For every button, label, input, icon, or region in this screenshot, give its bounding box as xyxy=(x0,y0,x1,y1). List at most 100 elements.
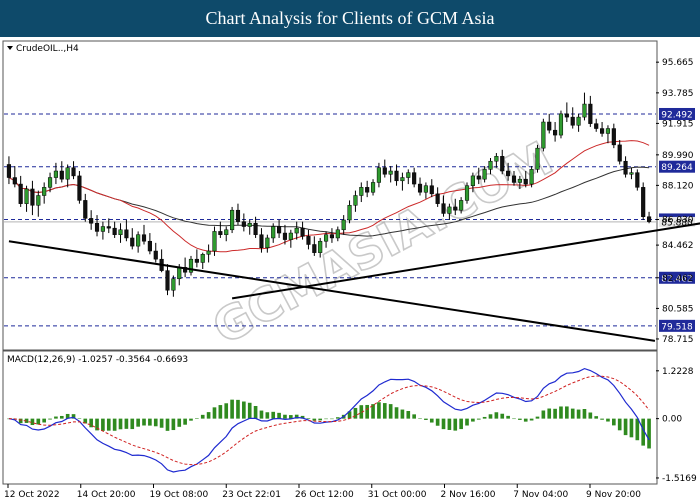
candle-body xyxy=(188,258,194,273)
candle-body xyxy=(277,226,282,234)
macd-histogram-bar xyxy=(547,408,552,419)
candle-body xyxy=(288,232,293,240)
candle-body xyxy=(106,226,111,229)
price-tick-label: 78.715 xyxy=(662,335,694,345)
candle-body xyxy=(130,237,135,247)
candle-body xyxy=(18,183,23,204)
candle-body xyxy=(541,121,546,149)
candle-body xyxy=(177,267,182,280)
price-tick-label: 86.030 xyxy=(662,216,694,226)
candle-body xyxy=(47,177,53,188)
support-trendline[interactable] xyxy=(231,150,700,300)
macd-histogram-bar xyxy=(242,401,246,419)
macd-histogram-bar xyxy=(212,407,217,419)
macd-tick-label: -1.5169 xyxy=(662,474,697,484)
macd-histogram-bar xyxy=(476,418,481,420)
macd-histogram-bar xyxy=(400,409,405,419)
candle-body xyxy=(253,223,258,235)
macd-histogram-bar xyxy=(594,416,599,419)
candle-body xyxy=(459,200,464,211)
candle-body xyxy=(83,200,88,219)
macd-histogram-bar xyxy=(382,403,387,419)
macd-histogram-bar xyxy=(189,418,193,421)
current-price-label: 85.880 xyxy=(661,218,693,228)
candle-body xyxy=(476,175,481,180)
macd-histogram-bar xyxy=(488,414,493,419)
candle-body xyxy=(124,229,129,239)
candle-body xyxy=(147,240,152,252)
macd-histogram-bar xyxy=(606,418,610,422)
time-tick-label: 14 Oct 20:00 xyxy=(77,490,136,500)
time-axis: 12 Oct 2022 14 Oct 20:00 19 Oct 08:00 23 Oc… xyxy=(4,484,641,500)
candle-body xyxy=(359,187,364,196)
macd-histogram-bar xyxy=(435,418,440,426)
level-label: 92.492 xyxy=(661,110,693,120)
candle-body xyxy=(230,209,235,231)
candle-body xyxy=(629,172,634,175)
candle-body xyxy=(370,182,376,193)
macd-histogram-bar xyxy=(171,418,176,431)
macd-indicator: 1.2228 0.00 -1.5169 xyxy=(7,367,697,484)
candle-body xyxy=(588,103,593,124)
candle-body xyxy=(329,234,335,239)
candle-body xyxy=(200,254,205,263)
macd-histogram-bar xyxy=(71,414,76,419)
price-tick-label: 80.585 xyxy=(662,304,694,314)
macd-panel[interactable] xyxy=(2,350,658,485)
resistance-trendline[interactable] xyxy=(8,240,656,342)
macd-histogram-bar xyxy=(565,406,569,419)
macd-histogram-bar xyxy=(371,404,375,419)
macd-histogram-bar xyxy=(318,418,323,421)
price-tick-label: 91.915 xyxy=(662,119,694,129)
macd-histogram-bar xyxy=(641,418,646,446)
macd-histogram-bar xyxy=(18,418,23,424)
candle-body xyxy=(417,183,423,193)
macd-histogram-bar xyxy=(283,414,287,419)
macd-histogram-bar xyxy=(165,418,170,431)
candle-body xyxy=(482,169,487,180)
price-tick-label: 84.462 xyxy=(662,241,694,251)
macd-histogram-bar xyxy=(247,402,252,419)
price-panel[interactable] xyxy=(2,40,658,351)
candle-body xyxy=(65,167,70,180)
chart-area[interactable]: GCMASIA.COM 92.49289.26486.03382.46279.5… xyxy=(0,37,700,500)
time-tick-label: 19 Oct 08:00 xyxy=(150,490,209,500)
macd-histogram-bar xyxy=(124,418,129,429)
macd-histogram-bar xyxy=(289,415,293,419)
trendlines xyxy=(8,150,700,342)
macd-histogram-bar xyxy=(118,418,123,430)
price-tick-label: 95.665 xyxy=(662,58,694,68)
macd-histogram-bar xyxy=(65,413,70,419)
collapse-triangle-icon[interactable] xyxy=(7,46,13,50)
candle-body xyxy=(547,121,552,131)
candle-body xyxy=(24,188,29,204)
candle-body xyxy=(429,185,434,195)
candle-body xyxy=(394,170,399,182)
level-tag xyxy=(659,319,695,332)
macd-histogram-bar xyxy=(112,418,117,431)
candle-body xyxy=(600,128,605,134)
candle-body xyxy=(511,175,517,183)
candle-body xyxy=(306,236,311,245)
time-tick-label: 26 Oct 12:00 xyxy=(295,490,354,500)
macd-histogram-bar xyxy=(83,418,88,424)
candle-body xyxy=(247,223,252,227)
candle-body xyxy=(42,187,47,196)
time-tick-label: 12 Oct 2022 xyxy=(4,490,60,500)
symbol-label: CrudeOIL..,H4 xyxy=(16,44,79,54)
candle-body xyxy=(218,231,223,235)
macd-histogram-bar xyxy=(441,418,446,430)
price-tick-label: 93.785 xyxy=(662,89,694,99)
macd-histogram-bar xyxy=(59,415,64,419)
macd-histogram-bar xyxy=(412,414,416,419)
macd-histogram-bar xyxy=(359,405,364,419)
candle-body xyxy=(611,128,616,146)
macd-tick-label: 0.00 xyxy=(662,415,682,425)
candle-body xyxy=(323,234,329,242)
macd-tick-label: 1.2228 xyxy=(662,367,694,377)
macd-histogram-bar xyxy=(576,409,581,419)
candle-body xyxy=(435,193,440,204)
candle-body xyxy=(118,229,123,235)
macd-histogram-bar xyxy=(218,405,223,419)
macd-histogram-bar xyxy=(559,406,563,419)
